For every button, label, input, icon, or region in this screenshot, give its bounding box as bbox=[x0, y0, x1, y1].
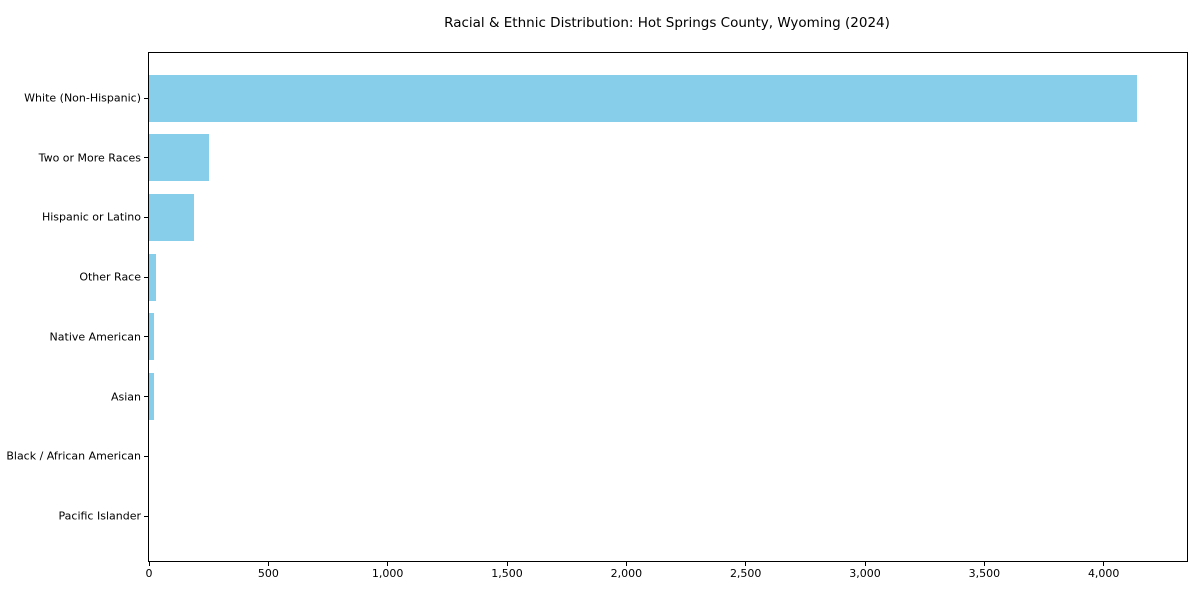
x-tick-label-1-000: 1,000 bbox=[371, 567, 404, 580]
x-tick-mark bbox=[625, 562, 627, 566]
y-tick-label-two-or-more-races: Two or More Races bbox=[38, 151, 141, 165]
y-tick-mark bbox=[144, 396, 148, 398]
x-tick-label-0: 0 bbox=[145, 567, 153, 580]
x-tick-mark bbox=[148, 562, 150, 566]
x-tick-mark bbox=[387, 562, 389, 566]
x-tick-mark bbox=[506, 562, 508, 566]
y-tick-mark bbox=[144, 97, 148, 99]
y-tick-label-native-american: Native American bbox=[49, 330, 141, 344]
y-tick-label-black-african-american: Black / African American bbox=[6, 449, 141, 463]
bar-other-race bbox=[149, 253, 156, 301]
x-tick-mark bbox=[745, 562, 747, 566]
bar-white-non-hispanic bbox=[149, 74, 1138, 122]
x-tick-label-500: 500 bbox=[257, 567, 279, 580]
y-tick-label-pacific-islander: Pacific Islander bbox=[58, 509, 141, 523]
y-tick-mark bbox=[144, 276, 148, 278]
y-tick-label-asian: Asian bbox=[110, 390, 141, 404]
bar-two-or-more-races bbox=[149, 134, 209, 182]
y-tick-mark bbox=[144, 515, 148, 517]
x-tick-label-2-000: 2,000 bbox=[610, 567, 643, 580]
y-tick-label-other-race: Other Race bbox=[79, 270, 141, 284]
y-tick-label-white-non-hispanic: White (Non-Hispanic) bbox=[24, 91, 141, 105]
x-tick-label-3-500: 3,500 bbox=[968, 567, 1001, 580]
x-tick-label-4-000: 4,000 bbox=[1087, 567, 1120, 580]
bar-hispanic-or-latino bbox=[149, 193, 195, 241]
y-tick-mark bbox=[144, 336, 148, 338]
x-tick-label-1-500: 1,500 bbox=[491, 567, 523, 580]
bar-native-american bbox=[149, 313, 154, 361]
x-tick-label-2-500: 2,500 bbox=[729, 567, 762, 580]
x-tick-mark bbox=[864, 562, 866, 566]
y-tick-mark bbox=[144, 216, 148, 218]
y-tick-mark bbox=[144, 157, 148, 159]
x-tick-mark bbox=[983, 562, 985, 566]
chart-title: Racial & Ethnic Distribution: Hot Spring… bbox=[444, 15, 890, 31]
x-tick-mark bbox=[1103, 562, 1105, 566]
y-tick-mark bbox=[144, 455, 148, 457]
x-tick-mark bbox=[267, 562, 269, 566]
y-tick-label-hispanic-or-latino: Hispanic or Latino bbox=[41, 210, 141, 224]
plot-area bbox=[148, 52, 1188, 562]
bar-asian bbox=[149, 373, 154, 421]
x-tick-label-3-000: 3,000 bbox=[849, 567, 881, 580]
